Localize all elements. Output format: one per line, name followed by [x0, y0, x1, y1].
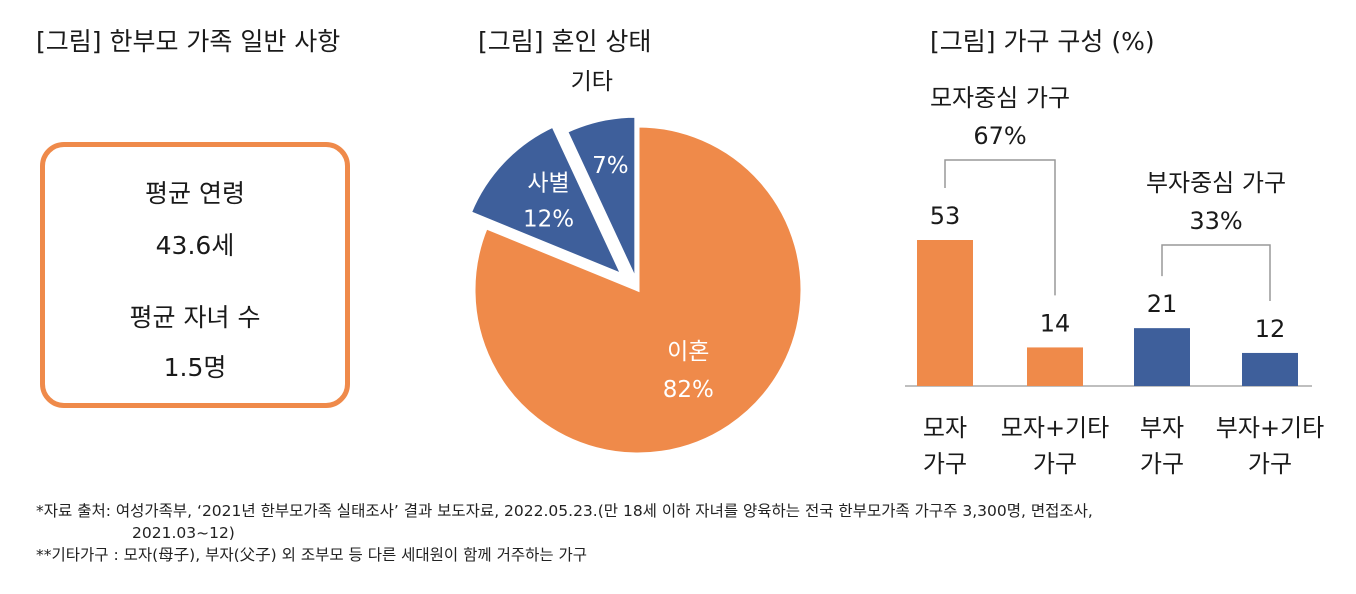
pie-slice-1: [472, 124, 804, 456]
marital-status-title: [그림] 혼인 상태: [478, 27, 652, 56]
source-note: *자료 출처: 여성가족부, ‘2021년 한부모가족 실태조사’ 결과 보도자…: [36, 502, 1093, 520]
pie-label: 이혼: [667, 339, 709, 365]
avg-children-label: 평균 자녀 수: [129, 303, 261, 332]
category-label: 모자: [923, 414, 967, 442]
category-label: 모자+기타: [1001, 414, 1109, 442]
category-label: 가구: [1140, 450, 1184, 478]
group-value-label: 33%: [1189, 207, 1242, 235]
pie-label: 기타: [571, 69, 613, 95]
other-household-note: **기타가구 : 모자(母子), 부자(父子) 외 조부모 등 다른 세대원이 …: [36, 546, 588, 564]
bar-3: [1134, 328, 1190, 386]
bar-1: [917, 240, 973, 386]
pie-slice-2: [468, 124, 626, 278]
pie-slice-3: [564, 114, 638, 281]
bar-value-label: 53: [930, 202, 961, 230]
stats-box: 평균 연령 43.6세 평균 자녀 수 1.5명: [40, 142, 350, 408]
bar-value-label: 12: [1255, 315, 1286, 343]
bar-value-label: 14: [1040, 309, 1071, 337]
pie-value-label: 7%: [592, 153, 629, 179]
category-label: 부자+기타: [1216, 414, 1324, 442]
group-name-label: 모자중심 가구: [930, 84, 1070, 112]
household-composition-title: [그림] 가구 구성 (%): [930, 27, 1155, 56]
category-label: 가구: [1033, 450, 1077, 478]
avg-age-label: 평균 연령: [145, 179, 245, 208]
group-bracket: [1161, 244, 1271, 301]
pie-value-label: 82%: [663, 377, 714, 403]
group-bracket: [944, 159, 1056, 296]
bar-2: [1027, 347, 1083, 386]
group-value-label: 67%: [973, 122, 1026, 150]
pie-label: 사별: [527, 171, 569, 197]
bar-4: [1242, 352, 1298, 386]
avg-children-value: 1.5명: [163, 353, 227, 382]
category-label: 가구: [1248, 450, 1292, 478]
category-label: 가구: [923, 450, 967, 478]
avg-age-value: 43.6세: [155, 231, 235, 260]
footnotes: *자료 출처: 여성가족부, ‘2021년 한부모가족 실태조사’ 결과 보도자…: [36, 500, 1093, 566]
general-info-title: [그림] 한부모 가족 일반 사항: [36, 27, 341, 56]
bar-value-label: 21: [1147, 290, 1178, 318]
pie-value-label: 12%: [523, 207, 574, 233]
category-label: 부자: [1140, 414, 1184, 442]
source-note-cont: 2021.03~12): [132, 524, 235, 542]
group-name-label: 부자중심 가구: [1146, 169, 1286, 197]
